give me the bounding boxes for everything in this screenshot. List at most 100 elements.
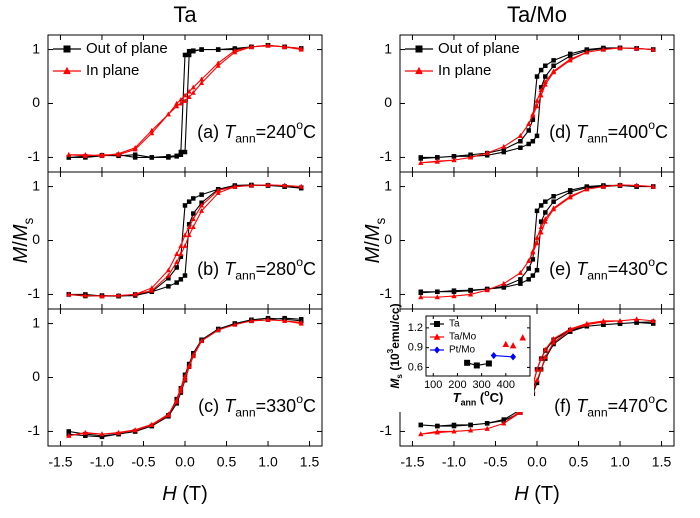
marker bbox=[530, 139, 536, 144]
marker bbox=[199, 202, 205, 208]
text-part: (b) bbox=[197, 259, 219, 279]
series-line bbox=[68, 184, 302, 297]
text-part: C bbox=[655, 259, 668, 279]
marker bbox=[199, 80, 205, 86]
text-part: C) bbox=[490, 390, 504, 405]
marker bbox=[282, 318, 288, 323]
marker bbox=[182, 149, 188, 155]
marker bbox=[502, 340, 510, 348]
marker bbox=[265, 317, 271, 322]
marker bbox=[186, 224, 192, 230]
text-part: H bbox=[514, 483, 529, 505]
marker bbox=[518, 145, 523, 150]
x-tick-label: -1.0 bbox=[90, 454, 114, 470]
marker bbox=[526, 141, 531, 147]
marker bbox=[165, 272, 171, 278]
marker bbox=[501, 285, 507, 290]
marker bbox=[551, 69, 557, 75]
marker bbox=[617, 318, 623, 323]
marker bbox=[282, 182, 288, 188]
marker bbox=[543, 63, 548, 68]
text-part: =430 bbox=[608, 259, 649, 279]
text-part: M bbox=[10, 224, 32, 241]
marker bbox=[165, 111, 171, 117]
marker bbox=[526, 266, 531, 271]
text-part: C bbox=[303, 122, 316, 142]
column-title: Ta/Mo bbox=[507, 2, 567, 27]
marker bbox=[174, 259, 180, 265]
text-part: T bbox=[224, 259, 237, 279]
x-tick-label: -0.5 bbox=[483, 454, 507, 470]
marker bbox=[199, 208, 205, 213]
marker bbox=[542, 216, 548, 221]
marker bbox=[534, 380, 540, 386]
marker bbox=[418, 160, 424, 165]
legend-label: In plane bbox=[86, 62, 139, 79]
y-tick-label: 1 bbox=[32, 177, 40, 193]
y-tick-label: 1.2 bbox=[408, 322, 423, 334]
marker bbox=[199, 192, 204, 197]
marker bbox=[519, 334, 527, 341]
text-part: M bbox=[362, 246, 384, 263]
marker bbox=[190, 216, 196, 221]
marker bbox=[518, 281, 523, 286]
marker bbox=[174, 103, 180, 109]
x-axis-label: H (T) bbox=[514, 483, 560, 505]
marker bbox=[186, 364, 192, 369]
marker bbox=[298, 45, 304, 51]
y-tick-label: 0 bbox=[384, 94, 392, 110]
marker bbox=[178, 388, 184, 394]
y-axis-label: Ms (103emu/cc) bbox=[386, 303, 404, 388]
text-part: o bbox=[484, 388, 490, 398]
marker bbox=[199, 76, 205, 82]
x-tick-label: -1.5 bbox=[48, 454, 72, 470]
marker bbox=[510, 353, 517, 361]
legend-label: Ta bbox=[449, 319, 460, 330]
marker bbox=[63, 66, 71, 75]
marker bbox=[66, 433, 72, 438]
marker bbox=[600, 46, 606, 52]
text-part: M bbox=[388, 378, 402, 389]
text-part: o bbox=[648, 392, 655, 406]
text-part: o bbox=[296, 118, 303, 132]
text-part: (T) bbox=[182, 483, 208, 505]
marker bbox=[551, 63, 556, 68]
marker bbox=[215, 60, 221, 66]
marker bbox=[617, 321, 623, 326]
marker bbox=[166, 276, 171, 281]
marker bbox=[617, 45, 623, 50]
legend-label: Pt/Mo bbox=[449, 345, 476, 356]
plot-frame bbox=[425, 315, 531, 377]
marker bbox=[178, 149, 184, 155]
marker bbox=[551, 199, 556, 204]
marker bbox=[567, 57, 573, 63]
marker bbox=[601, 322, 606, 327]
text-part: C bbox=[303, 396, 316, 416]
marker bbox=[174, 154, 179, 159]
marker bbox=[174, 251, 180, 257]
marker bbox=[538, 229, 544, 235]
text-part: T bbox=[576, 396, 589, 416]
marker bbox=[418, 431, 424, 437]
marker bbox=[66, 155, 72, 160]
marker bbox=[132, 145, 138, 150]
marker bbox=[99, 434, 105, 440]
marker bbox=[435, 289, 440, 294]
text-part: / bbox=[10, 241, 32, 247]
marker bbox=[451, 423, 457, 429]
panel-annotation: (e) Tann=430oC bbox=[549, 255, 668, 283]
marker bbox=[215, 327, 221, 333]
text-part: (f) bbox=[554, 396, 571, 416]
y-tick-label: -1 bbox=[380, 285, 393, 301]
y-tick-label: 1 bbox=[384, 40, 392, 56]
marker bbox=[530, 273, 536, 278]
marker bbox=[468, 291, 474, 297]
marker bbox=[634, 316, 640, 322]
marker bbox=[584, 186, 590, 192]
marker bbox=[551, 194, 556, 199]
text-part: o bbox=[648, 118, 655, 132]
marker bbox=[191, 48, 196, 54]
marker bbox=[174, 280, 179, 285]
marker bbox=[509, 342, 517, 349]
marker bbox=[551, 206, 557, 212]
